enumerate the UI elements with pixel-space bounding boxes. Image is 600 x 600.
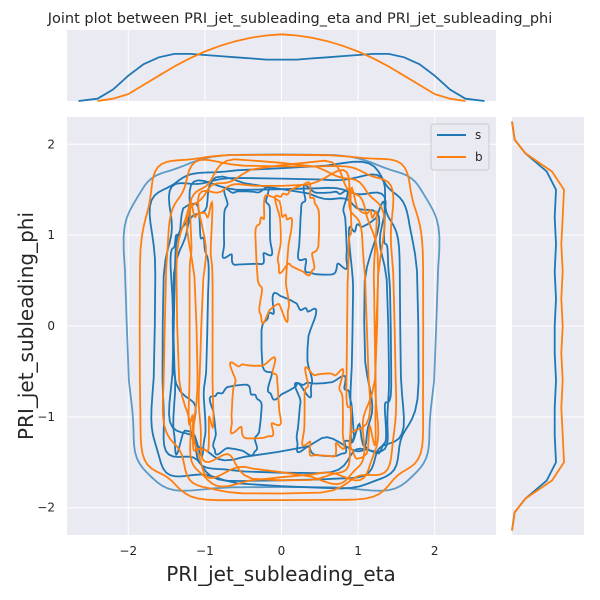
x-tick-label: −1 (196, 544, 214, 558)
legend-s-label: s (475, 128, 481, 142)
x-axis-label: PRI_jet_subleading_eta (166, 562, 396, 586)
y-axis-label: PRI_jet_subleading_phi (14, 212, 38, 440)
contour-b (197, 169, 372, 482)
chart-title: Joint plot between PRI_jet_subleading_et… (47, 11, 553, 27)
y-tick-label: −1 (37, 410, 55, 424)
contour-b (185, 159, 380, 486)
x-tick-labels: −2 −1 0 1 2 (119, 544, 438, 558)
marginal-y-b (511, 121, 565, 531)
contour-b (274, 181, 320, 277)
kde-contours (122, 153, 441, 502)
right-marginal-curves (511, 121, 565, 531)
contour-b (301, 366, 346, 458)
contour-s (293, 374, 355, 458)
contour-b (229, 356, 282, 440)
y-tick-labels: −2 −1 0 1 2 (37, 137, 55, 514)
contour-b (138, 153, 425, 502)
contour-s (161, 173, 405, 482)
y-tick-label: 0 (47, 319, 55, 333)
top-marginal-curves (78, 33, 485, 102)
contour-s (297, 184, 349, 276)
main-grid (67, 117, 496, 535)
contour-s (208, 383, 263, 457)
contour-b (187, 198, 215, 453)
x-tick-label: 0 (278, 544, 286, 558)
y-tick-label: −2 (37, 501, 55, 515)
marginal-x-b (97, 33, 466, 102)
contour-s (148, 160, 420, 490)
contour-s (122, 153, 441, 492)
x-tick-label: 1 (354, 544, 362, 558)
contour-b (254, 194, 294, 325)
legend: s b (430, 123, 490, 171)
contour-s (221, 186, 274, 266)
x-tick-label: 2 (431, 544, 439, 558)
right-marginal-grid (512, 143, 584, 509)
contour-b (175, 158, 386, 488)
y-tick-label: 2 (47, 137, 55, 151)
x-tick-label: −2 (119, 544, 137, 558)
marginal-y-s (511, 121, 557, 531)
contour-b (345, 186, 378, 460)
y-tick-label: 1 (47, 228, 55, 242)
contour-s (260, 291, 318, 401)
legend-b-label: b (475, 150, 483, 164)
top-marginal-grid (127, 30, 436, 101)
marginal-x-s (78, 53, 485, 102)
